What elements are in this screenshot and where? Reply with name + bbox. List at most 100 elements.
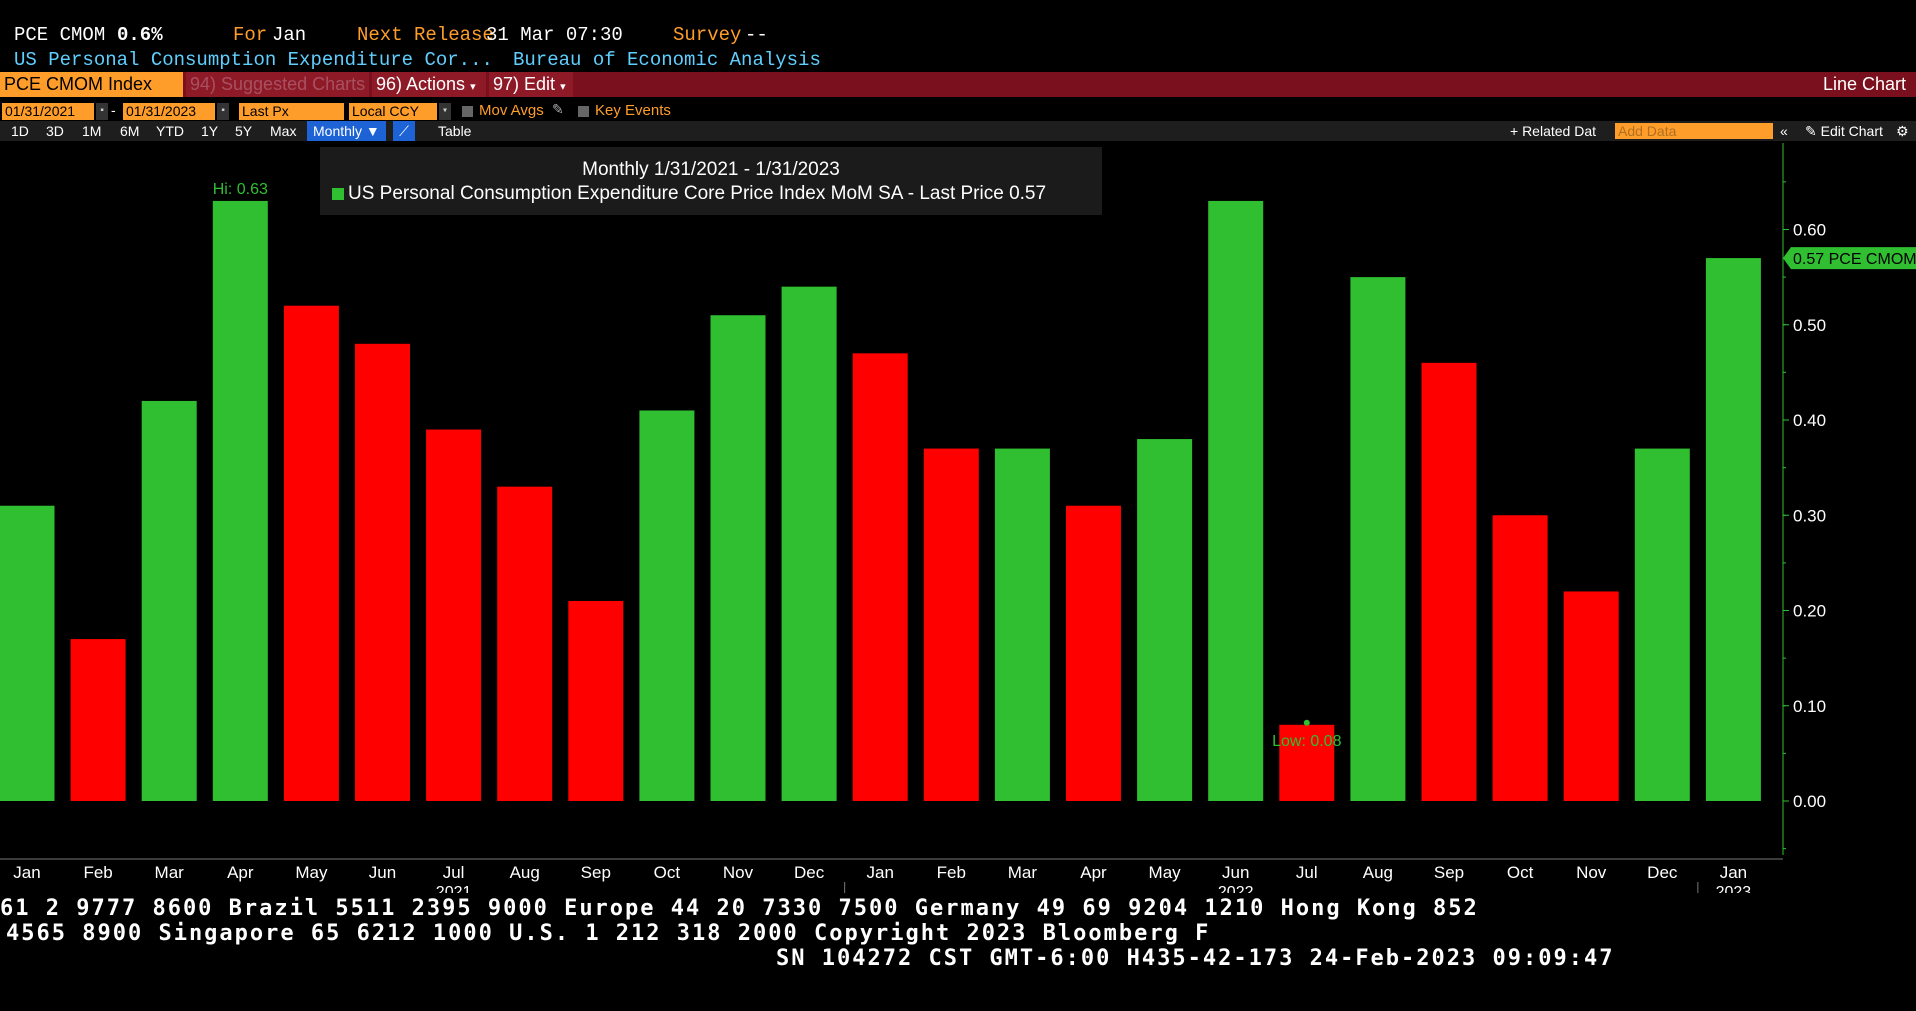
period-1d[interactable]: 1D xyxy=(11,123,29,139)
pencil-icon[interactable]: ✎ xyxy=(552,101,564,117)
bar xyxy=(426,429,482,801)
x-tick-label: Apr xyxy=(1080,863,1107,882)
x-tick-label: Oct xyxy=(654,863,681,882)
low-marker xyxy=(1303,719,1310,726)
key-events-checkbox[interactable] xyxy=(578,106,589,117)
bar xyxy=(283,305,339,801)
x-tick-label: May xyxy=(295,863,328,882)
tape-line-3: SN 104272 CST GMT-6:00 H435-42-173 24-Fe… xyxy=(776,946,1615,971)
hi-label: Hi: 0.63 xyxy=(213,181,268,198)
calendar-icon[interactable]: ▪ xyxy=(96,103,108,120)
period-max[interactable]: Max xyxy=(270,123,297,139)
survey-value: -- xyxy=(745,24,768,46)
bar xyxy=(639,410,695,801)
tape-line-2: 4565 8900 Singapore 65 6212 1000 U.S. 1 … xyxy=(6,921,1211,946)
x-tick-label: Jan xyxy=(13,863,40,882)
end-date-field[interactable]: 01/31/2023 xyxy=(123,103,215,120)
x-tick-label: Jan xyxy=(1720,863,1747,882)
chevron-down-icon: ▼ xyxy=(365,123,380,139)
ticker-symbol[interactable]: PCE CMOM xyxy=(14,24,106,46)
source-name: Bureau of Economic Analysis xyxy=(513,49,821,71)
bar xyxy=(1705,258,1761,801)
edit-chart-label: Edit Chart xyxy=(1820,123,1883,139)
collapse-icon[interactable]: « xyxy=(1780,123,1788,139)
bar xyxy=(568,600,624,801)
bar xyxy=(1563,591,1619,801)
next-release-value: 31 Mar 07:30 xyxy=(486,24,623,46)
for-value: Jan xyxy=(272,24,307,46)
x-tick-label: Dec xyxy=(794,863,825,882)
x-tick-label: Jan xyxy=(866,863,893,882)
edit-chart-button[interactable]: ✎ Edit Chart xyxy=(1805,121,1883,141)
currency-field[interactable]: Local CCY xyxy=(349,103,437,120)
x-tick-label: Jul xyxy=(443,863,465,882)
x-tick-label: Nov xyxy=(723,863,754,882)
x-tick-label: Jun xyxy=(369,863,396,882)
low-label: Low: 0.08 xyxy=(1272,733,1341,750)
security-name: US Personal Consumption Expenditure Cor.… xyxy=(14,49,493,71)
period-ytd[interactable]: YTD xyxy=(156,123,184,139)
bar xyxy=(710,315,766,801)
chevron-down-icon: ▾ xyxy=(470,81,476,93)
chevron-down-icon: ▾ xyxy=(560,81,566,93)
last-price-tag xyxy=(1783,247,1916,270)
bar xyxy=(1137,439,1193,801)
y-tick-label: 0.00 xyxy=(1793,792,1826,811)
legend-series: US Personal Consumption Expenditure Core… xyxy=(348,183,1047,204)
ticker-field[interactable]: PCE CMOM Index xyxy=(0,72,183,97)
period-3d[interactable]: 3D xyxy=(46,123,64,139)
edit-label: 97) Edit xyxy=(493,74,556,94)
period-5y[interactable]: 5Y xyxy=(235,123,253,139)
x-tick-label: Dec xyxy=(1647,863,1678,882)
year-label: 2023 xyxy=(1716,884,1752,893)
x-tick-label: Nov xyxy=(1576,863,1607,882)
x-tick-label: Sep xyxy=(581,863,611,882)
period-1m[interactable]: 1M xyxy=(82,123,102,139)
key-events-label[interactable]: Key Events xyxy=(595,102,671,119)
mov-avgs-checkbox[interactable] xyxy=(462,106,473,117)
frequency-dropdown[interactable]: Monthly ▼ xyxy=(307,121,386,141)
y-tick-label: 0.40 xyxy=(1793,411,1826,430)
calendar-icon[interactable]: ▪ xyxy=(217,103,229,120)
x-tick-label: May xyxy=(1149,863,1182,882)
bar xyxy=(1350,277,1406,801)
y-tick-label: 0.50 xyxy=(1793,316,1826,335)
bar xyxy=(212,200,268,802)
actions-label: 96) Actions xyxy=(376,74,466,94)
bar xyxy=(1421,362,1477,801)
add-data-input[interactable]: Add Data xyxy=(1615,123,1773,139)
x-tick-label: Feb xyxy=(83,863,112,882)
actions-menu[interactable]: 96) Actions ▾ xyxy=(372,72,486,97)
last-price-label: 0.57 PCE CMOM xyxy=(1793,251,1916,268)
y-tick-label: 0.20 xyxy=(1793,602,1826,621)
bar xyxy=(1634,448,1690,801)
chart-type-label[interactable]: Line Chart xyxy=(1822,74,1906,94)
period-6m[interactable]: 6M xyxy=(120,123,140,139)
frequency-label: Monthly xyxy=(313,123,363,139)
bar xyxy=(141,400,197,801)
year-label: 2022 xyxy=(1218,884,1254,893)
x-tick-label: Jun xyxy=(1222,863,1249,882)
bar xyxy=(1279,724,1335,801)
gear-icon[interactable]: ⚙ xyxy=(1896,123,1909,139)
table-button[interactable]: Table xyxy=(438,123,472,139)
line-chart-icon[interactable]: ⟋ xyxy=(393,121,415,141)
period-1y[interactable]: 1Y xyxy=(201,123,219,139)
start-date-field[interactable]: 01/31/2021 xyxy=(2,103,94,120)
x-tick-label: Aug xyxy=(510,863,540,882)
chevron-down-icon[interactable]: ▾ xyxy=(439,103,451,120)
x-tick-label: Sep xyxy=(1434,863,1464,882)
x-tick-label: Feb xyxy=(937,863,966,882)
next-release-label: Next Release xyxy=(357,24,494,46)
bar xyxy=(355,343,410,801)
x-tick-label: Jul xyxy=(1296,863,1318,882)
tape-line-1: 61 2 9777 8600 Brazil 5511 2395 9000 Eur… xyxy=(0,896,1479,921)
last-value: 0.6% xyxy=(117,24,163,46)
price-field[interactable]: Last Px xyxy=(239,103,344,120)
suggested-charts-button[interactable]: 94) Suggested Charts xyxy=(186,72,369,97)
legend-swatch xyxy=(332,188,344,200)
mov-avgs-label[interactable]: Mov Avgs xyxy=(479,102,544,119)
edit-menu[interactable]: 97) Edit ▾ xyxy=(489,72,573,97)
bar xyxy=(781,286,837,801)
related-data-button[interactable]: + Related Dat xyxy=(1510,123,1596,139)
